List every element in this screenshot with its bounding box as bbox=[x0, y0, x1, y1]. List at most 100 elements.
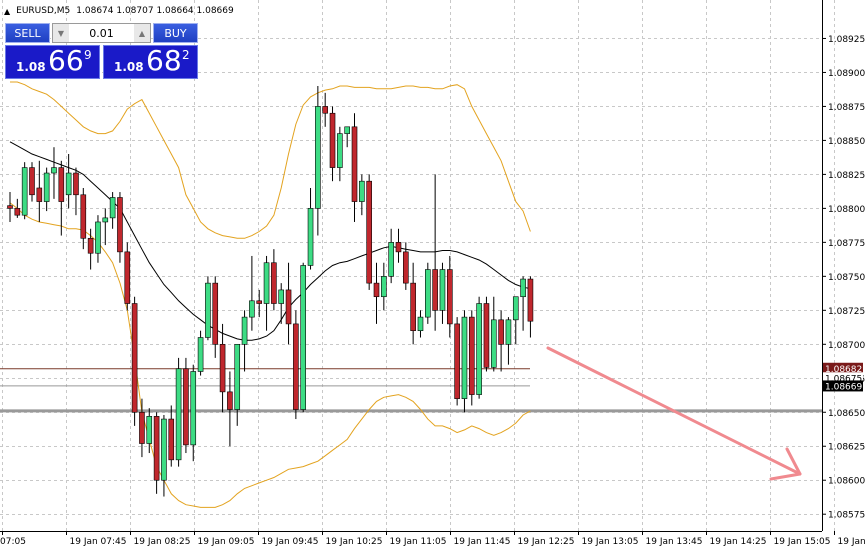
price-tick-label: 1.08925 bbox=[828, 35, 865, 45]
candle-bullish bbox=[146, 416, 153, 444]
candle-bullish bbox=[65, 172, 72, 196]
price-tick-label: 1.08850 bbox=[828, 137, 865, 147]
candle-bearish bbox=[73, 172, 79, 196]
time-tick-label: 19 Jan 09:05 bbox=[198, 537, 255, 547]
candle-bearish bbox=[117, 197, 123, 253]
candle-bullish bbox=[461, 316, 468, 399]
candle-bearish bbox=[293, 323, 299, 410]
price-tick-label: 1.08725 bbox=[828, 307, 865, 317]
price-tick-label: 1.08700 bbox=[828, 341, 865, 351]
time-tick-label: 19 Jan 15:05 bbox=[774, 537, 831, 547]
price-tag-label: 1.08682 bbox=[825, 365, 862, 375]
candle-bearish bbox=[183, 368, 189, 446]
candle-bearish bbox=[395, 242, 402, 253]
candle-bearish bbox=[153, 416, 160, 481]
trend-arrow-shaft bbox=[546, 346, 802, 476]
time-tick-label: 19 Jan 15:45 bbox=[838, 537, 865, 547]
candle-bullish bbox=[417, 316, 424, 332]
price-tick-label: 1.08750 bbox=[828, 273, 865, 283]
one-click-trading-panel: SELL ▼ 0.01 ▲ BUY 1.08 66 9 1.08 68 2 bbox=[5, 22, 198, 79]
price-tag-label: 1.08669 bbox=[825, 382, 862, 392]
candle-bullish bbox=[300, 265, 307, 410]
buy-button[interactable]: BUY bbox=[153, 23, 198, 43]
symbol-label: EURUSD,M5 bbox=[16, 6, 71, 16]
buy-price-box[interactable]: 1.08 68 2 bbox=[103, 44, 198, 79]
price-tick-label: 1.08600 bbox=[828, 477, 865, 487]
candle-bullish bbox=[161, 418, 167, 481]
lot-size-stepper[interactable]: ▼ 0.01 ▲ bbox=[52, 23, 151, 43]
trend-arrow-head bbox=[769, 447, 802, 481]
candle-bullish bbox=[234, 343, 241, 410]
time-tick-label: 19 Jan 12:25 bbox=[518, 537, 575, 547]
time-tick-label: 19 Jan 08:25 bbox=[134, 537, 191, 547]
candle-bullish bbox=[439, 269, 446, 311]
time-tick-label: 19 Jan 07:45 bbox=[70, 537, 127, 547]
time-tick-label: 19 Jan 11:05 bbox=[390, 537, 447, 547]
time-tick-label: 19 Jan 13:05 bbox=[582, 537, 639, 547]
candle-bullish bbox=[263, 262, 270, 304]
candle-bearish bbox=[58, 167, 65, 202]
candle-bearish bbox=[410, 282, 416, 332]
candle-bearish bbox=[373, 282, 380, 298]
sell-price-prefix: 1.08 bbox=[16, 60, 46, 74]
candle-bearish bbox=[124, 251, 131, 304]
candle-bearish bbox=[219, 343, 226, 393]
candle-bullish bbox=[51, 167, 57, 174]
candle-bullish bbox=[175, 368, 182, 461]
candle-bullish bbox=[249, 300, 255, 318]
candle-bullish bbox=[337, 133, 343, 168]
bollinger-upper-band bbox=[10, 81, 531, 239]
candle-bullish bbox=[359, 180, 365, 202]
candle-bearish bbox=[366, 180, 372, 284]
chart-title: ▲ EURUSD,M5 1.08674 1.08707 1.08664 1.08… bbox=[4, 6, 234, 16]
candle-bullish bbox=[197, 337, 204, 372]
candle-bullish bbox=[315, 106, 321, 209]
time-tick-label: 19 Jan 09:45 bbox=[262, 537, 319, 547]
candle-bullish bbox=[307, 208, 314, 266]
time-tick-label: 19 Jan 14:25 bbox=[710, 537, 767, 547]
candle-bullish bbox=[425, 269, 431, 318]
candle-bearish bbox=[227, 391, 233, 410]
candle-bullish bbox=[205, 282, 211, 338]
candle-bearish bbox=[271, 262, 277, 304]
candle-bearish bbox=[29, 167, 35, 196]
candle-bearish bbox=[80, 194, 87, 239]
quote-label: 1.08674 1.08707 1.08664 1.08669 bbox=[76, 6, 234, 16]
buy-price-prefix: 1.08 bbox=[114, 60, 144, 74]
candle-bullish bbox=[43, 172, 50, 202]
candle-bearish bbox=[498, 319, 504, 345]
price-tick-label: 1.08825 bbox=[828, 171, 865, 181]
candle-bearish bbox=[432, 269, 438, 311]
sell-price-box[interactable]: 1.08 66 9 bbox=[5, 44, 100, 79]
price-tick-label: 1.08775 bbox=[828, 239, 865, 249]
price-tick-label: 1.08875 bbox=[828, 103, 865, 113]
candle-bullish bbox=[241, 316, 248, 345]
candle-bearish bbox=[454, 323, 460, 399]
candle-bearish bbox=[446, 269, 453, 325]
candle-bearish bbox=[322, 106, 328, 114]
decrease-lot-icon[interactable]: ▼ bbox=[53, 24, 69, 42]
candle-bearish bbox=[131, 303, 138, 413]
lot-size-value[interactable]: 0.01 bbox=[89, 26, 114, 40]
candle-bearish bbox=[527, 278, 534, 322]
increase-lot-icon[interactable]: ▲ bbox=[134, 24, 150, 42]
candle-bearish bbox=[285, 289, 292, 325]
candle-bearish bbox=[403, 251, 409, 284]
trend-arrow bbox=[546, 346, 802, 481]
price-tick-label: 1.08625 bbox=[828, 443, 865, 453]
candle-bullish bbox=[344, 126, 350, 134]
candle-bullish bbox=[109, 197, 116, 219]
time-tick-label: 19 Jan 11:45 bbox=[454, 537, 511, 547]
price-tag-box bbox=[823, 362, 863, 374]
candle-bullish bbox=[490, 319, 497, 368]
sell-button[interactable]: SELL bbox=[5, 23, 50, 43]
time-tick-label: 19 Jan 13:45 bbox=[646, 537, 703, 547]
price-tick-label: 1.08650 bbox=[828, 409, 865, 419]
time-tick-label: 19 Jan 10:25 bbox=[326, 537, 383, 547]
candle-bullish bbox=[21, 167, 28, 216]
candle-bearish bbox=[36, 187, 43, 202]
collapse-triangle-icon[interactable]: ▲ bbox=[4, 6, 11, 16]
candle-bearish bbox=[256, 300, 263, 304]
candle-bearish bbox=[87, 237, 94, 254]
